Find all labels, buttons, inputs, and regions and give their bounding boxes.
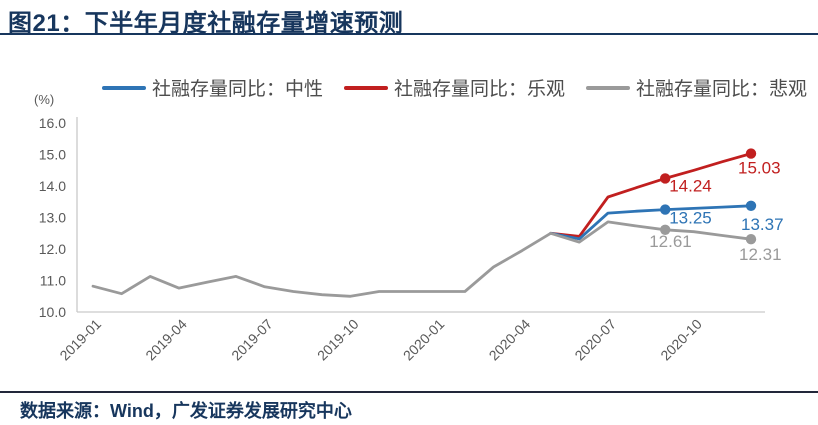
- data-point-label: 12.31: [739, 245, 782, 264]
- legend-line-swatch-optimistic: [344, 85, 388, 90]
- x-tick-label: 2020-01: [400, 316, 448, 364]
- x-tick-label: 2020-04: [486, 316, 534, 364]
- y-tick-label: 16.0: [39, 115, 66, 131]
- data-point-label: 14.24: [669, 176, 712, 195]
- footer-divider: [0, 391, 818, 393]
- data-point-label: 13.25: [669, 209, 712, 228]
- series-line-1: [549, 204, 753, 241]
- series-line-2: [91, 220, 753, 298]
- y-tick-label: 14.0: [39, 178, 66, 194]
- y-axis-unit-label: (%): [34, 92, 55, 107]
- x-tick-label: 2019-01: [56, 316, 104, 364]
- x-tick-label: 2020-10: [657, 316, 705, 364]
- data-point-marker: [660, 204, 671, 215]
- data-point-marker: [660, 224, 671, 235]
- data-point-marker: [745, 148, 757, 159]
- data-point-label: 13.37: [741, 215, 784, 234]
- x-tick-label: 2019-04: [142, 316, 190, 364]
- x-tick-label: 2019-10: [314, 316, 362, 364]
- legend-label-optimistic: 社融存量同比：乐观: [394, 79, 566, 100]
- data-point-marker: [660, 173, 671, 184]
- legend-line-swatch-neutral: [102, 85, 146, 90]
- legend-item-pessimistic: 社融存量同比：悲观: [586, 78, 807, 102]
- legend-line-swatch-pessimistic: [586, 85, 630, 90]
- legend-item-optimistic: 社融存量同比：乐观: [344, 78, 565, 102]
- y-tick-label: 11.0: [40, 273, 66, 289]
- y-tick-label: 10.0: [39, 304, 66, 320]
- y-tick-label: 12.0: [39, 241, 66, 257]
- series-line-0: [549, 152, 753, 238]
- data-point-label: 12.61: [649, 232, 692, 251]
- figure-title: 图21：下半年月度社融存量增速预测: [8, 10, 404, 37]
- x-tick-label: 2019-07: [228, 316, 276, 364]
- legend-item-neutral: 社融存量同比：中性: [102, 78, 323, 102]
- x-tick-label: 2020-07: [571, 316, 619, 364]
- y-tick-label: 15.0: [39, 147, 66, 163]
- data-point-marker: [745, 234, 757, 245]
- data-point-label: 15.03: [738, 159, 781, 178]
- data-source: 数据来源：Wind，广发证券发展研究中心: [20, 401, 352, 421]
- legend-label-neutral: 社融存量同比：中性: [152, 79, 324, 100]
- y-tick-label: 13.0: [39, 210, 66, 226]
- title-divider: [0, 33, 818, 35]
- data-point-marker: [745, 200, 757, 211]
- legend-label-pessimistic: 社融存量同比：悲观: [636, 79, 808, 100]
